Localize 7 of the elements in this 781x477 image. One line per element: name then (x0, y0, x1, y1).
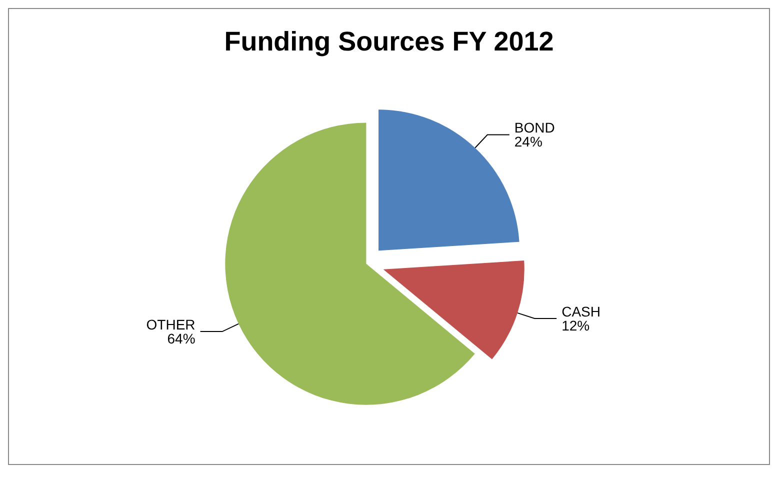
slice-label: BOND (514, 120, 555, 136)
data-label: 24% (514, 134, 542, 150)
chart-title: Funding Sources FY 2012 (224, 26, 554, 56)
slice-label: CASH (562, 304, 600, 320)
data-label: 12% (562, 318, 590, 334)
data-label: 64% (167, 330, 196, 347)
slice-label: OTHER (146, 316, 196, 333)
